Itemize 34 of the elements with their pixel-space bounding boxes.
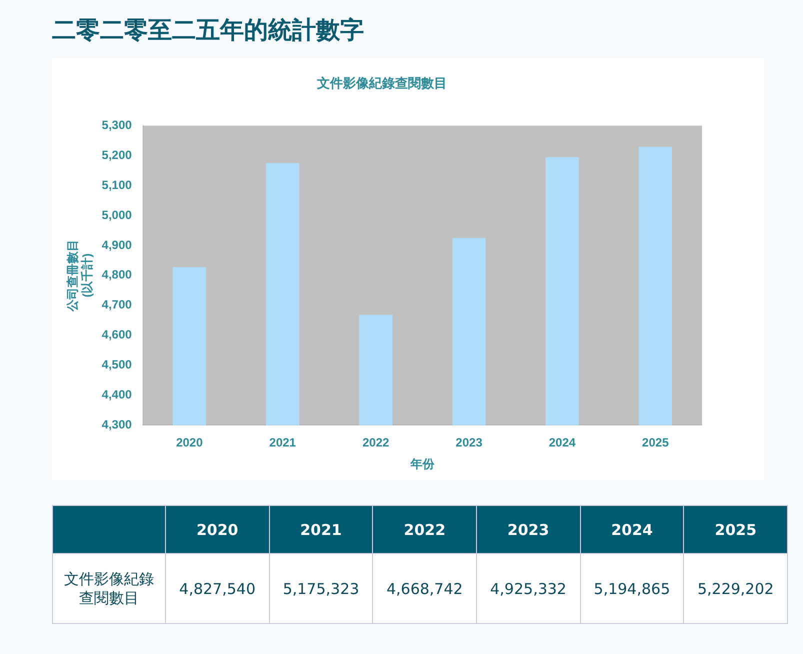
chart-title: 二零二零至二五年的統計數字 [52, 15, 364, 46]
text: 4,668,742 [372, 554, 476, 624]
y-tick-label: 4,900 [102, 238, 132, 252]
y-tick-label: 5,100 [102, 178, 132, 192]
y-tick-label: 4,300 [102, 418, 132, 432]
y-tick-label: 4,500 [102, 358, 132, 372]
text: 5,194,865 [580, 554, 684, 624]
x-tick-label: 2025 [642, 436, 670, 450]
chart-subtitle: 文件影像紀錄查閱數目 [316, 75, 447, 90]
x-tick-label: 2020 [176, 436, 204, 450]
y-tick-label: 4,400 [102, 388, 132, 402]
y-tick-label: 4,600 [102, 328, 132, 342]
x-axis-title: 年份 [409, 457, 436, 472]
text: 5,175,323 [269, 554, 373, 624]
y-axis-title: 公司查冊數目 (以千計) [66, 239, 94, 312]
y-tick-label: 5,200 [102, 148, 132, 162]
y-tick-label: 4,700 [102, 298, 132, 312]
x-tick-label: 2022 [362, 436, 390, 450]
category-label: 2025 [714, 520, 757, 538]
x-tick-label: 2024 [548, 436, 576, 450]
category-label: 2022 [404, 520, 446, 538]
y-tick-label: 5,000 [102, 208, 132, 222]
y-tick-label: 4,800 [102, 268, 132, 282]
category-label: 2020 [196, 520, 238, 538]
x-tick-label: 2021 [269, 436, 296, 450]
series-label: 文件影像紀錄查閱數目 [52, 554, 166, 624]
x-tick-label: 2023 [456, 436, 483, 450]
text: 5,229,202 [684, 554, 788, 624]
text: 4,925,332 [476, 554, 580, 624]
category-label: 2021 [300, 520, 342, 538]
y-tick-label: 5,300 [102, 118, 132, 132]
text: 4,827,540 [166, 554, 270, 624]
category-label: 2023 [507, 520, 550, 538]
category-label: 2024 [611, 520, 653, 538]
